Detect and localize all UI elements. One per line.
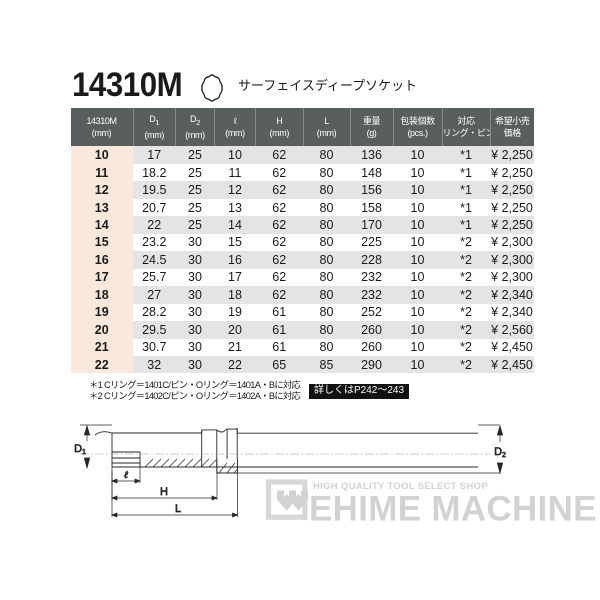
- svg-text:D1: D1: [74, 443, 86, 456]
- svg-text:ℓ: ℓ: [124, 470, 128, 481]
- svg-text:D2: D2: [494, 446, 506, 459]
- svg-text:L: L: [175, 503, 181, 515]
- svg-text:H: H: [160, 486, 168, 498]
- svg-text:EHIME MACHINE: EHIME MACHINE: [309, 490, 597, 529]
